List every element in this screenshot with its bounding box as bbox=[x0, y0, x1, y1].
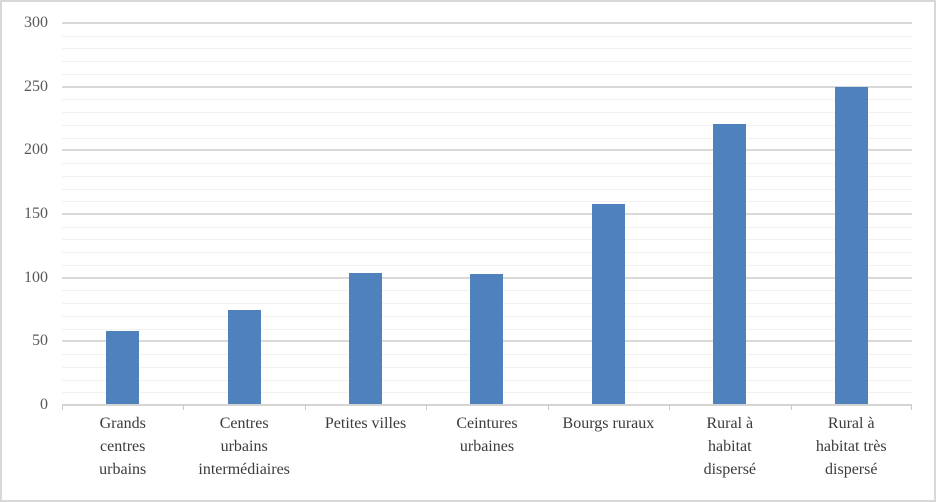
bar bbox=[227, 309, 261, 405]
x-axis-label-line: centres bbox=[100, 438, 146, 455]
y-axis-tick-labels: 0 50 100 150 200 250 300 bbox=[2, 15, 48, 413]
bar-slot bbox=[183, 23, 304, 405]
x-axis-label: Centres urbains intermédiaires bbox=[183, 412, 304, 481]
x-axis-label-line: urbains bbox=[99, 461, 147, 478]
x-axis-label: Grands centres urbains bbox=[62, 412, 183, 481]
x-axis-label-line: Ceintures bbox=[456, 415, 518, 432]
x-axis-label-line: habitat bbox=[708, 438, 752, 455]
bar bbox=[834, 86, 868, 405]
x-axis-label-line: urbains bbox=[220, 438, 268, 455]
minor-gridline bbox=[62, 264, 912, 266]
x-axis-label: Rural à habitat très dispersé bbox=[791, 412, 912, 481]
y-axis-tick-label: 150 bbox=[24, 205, 48, 222]
bar-slot bbox=[62, 23, 183, 405]
x-axis-label-line: intermédiaires bbox=[198, 461, 290, 478]
x-axis-label-line: Centres bbox=[219, 415, 269, 432]
x-axis-line bbox=[62, 404, 912, 406]
y-axis-tick-label: 100 bbox=[24, 268, 48, 286]
bar-slot bbox=[669, 23, 790, 405]
minor-gridline bbox=[62, 252, 912, 254]
y-axis-tick-label: 300 bbox=[24, 14, 48, 31]
bar bbox=[470, 273, 504, 405]
x-axis-label: Rural à habitat dispersé bbox=[669, 412, 790, 481]
x-axis-category-labels: Grands centres urbains Centres urbains interm… bbox=[62, 412, 912, 481]
x-axis-tick bbox=[547, 405, 549, 410]
minor-gridline bbox=[62, 48, 912, 50]
x-axis-label-line: Grands bbox=[99, 415, 146, 432]
x-axis-tick bbox=[426, 405, 428, 410]
minor-gridline bbox=[62, 61, 912, 63]
x-axis-label: Ceintures urbaines bbox=[426, 412, 547, 481]
x-axis-label-line: Rural à bbox=[827, 415, 875, 432]
bars-layer bbox=[62, 23, 912, 405]
minor-gridline bbox=[62, 112, 912, 114]
bar-slot bbox=[548, 23, 669, 405]
major-gridline bbox=[62, 85, 912, 88]
y-axis-tick-label: 0 bbox=[40, 396, 48, 413]
plot-area bbox=[62, 22, 912, 410]
x-axis-tick bbox=[304, 405, 306, 410]
y-axis-tick-label: 250 bbox=[24, 77, 48, 95]
x-axis-label-line: dispersé bbox=[703, 461, 757, 478]
x-axis-tick bbox=[62, 405, 63, 410]
minor-gridline bbox=[62, 35, 912, 37]
minor-gridline bbox=[62, 226, 912, 228]
major-gridline bbox=[62, 213, 912, 215]
x-axis-label-line: habitat très bbox=[815, 438, 887, 455]
bar bbox=[713, 123, 747, 405]
x-axis-tick bbox=[911, 405, 912, 410]
minor-gridline bbox=[62, 73, 912, 75]
minor-gridline bbox=[62, 239, 912, 241]
x-axis-label: Petites villes bbox=[305, 412, 426, 481]
x-axis-label-line: dispersé bbox=[825, 461, 878, 478]
bar-slot bbox=[305, 23, 426, 405]
x-axis-label-line: Rural à bbox=[706, 415, 754, 432]
x-axis-tick bbox=[669, 405, 671, 410]
minor-gridline bbox=[62, 124, 912, 126]
minor-gridline bbox=[62, 201, 912, 203]
y-axis-tick-label: 50 bbox=[32, 332, 48, 350]
bar bbox=[106, 331, 140, 405]
x-axis-label-line: Bourgs ruraux bbox=[562, 415, 655, 432]
x-axis-tick bbox=[183, 405, 185, 410]
minor-gridline bbox=[62, 188, 912, 190]
minor-gridline bbox=[62, 99, 912, 101]
bar bbox=[591, 203, 625, 405]
x-axis-label-line: urbaines bbox=[459, 438, 515, 455]
minor-gridline bbox=[62, 163, 912, 165]
x-axis-label-line: Petites villes bbox=[324, 415, 407, 432]
major-gridline bbox=[62, 149, 912, 152]
bar-slot bbox=[791, 23, 912, 405]
bar bbox=[349, 272, 383, 405]
minor-gridline bbox=[62, 137, 912, 139]
minor-gridline bbox=[62, 175, 912, 177]
y-axis-tick-label: 200 bbox=[24, 141, 48, 159]
major-gridline bbox=[62, 22, 912, 24]
bar-slot bbox=[426, 23, 547, 405]
x-axis-label: Bourgs ruraux bbox=[548, 412, 669, 481]
x-axis-tick bbox=[790, 405, 792, 410]
